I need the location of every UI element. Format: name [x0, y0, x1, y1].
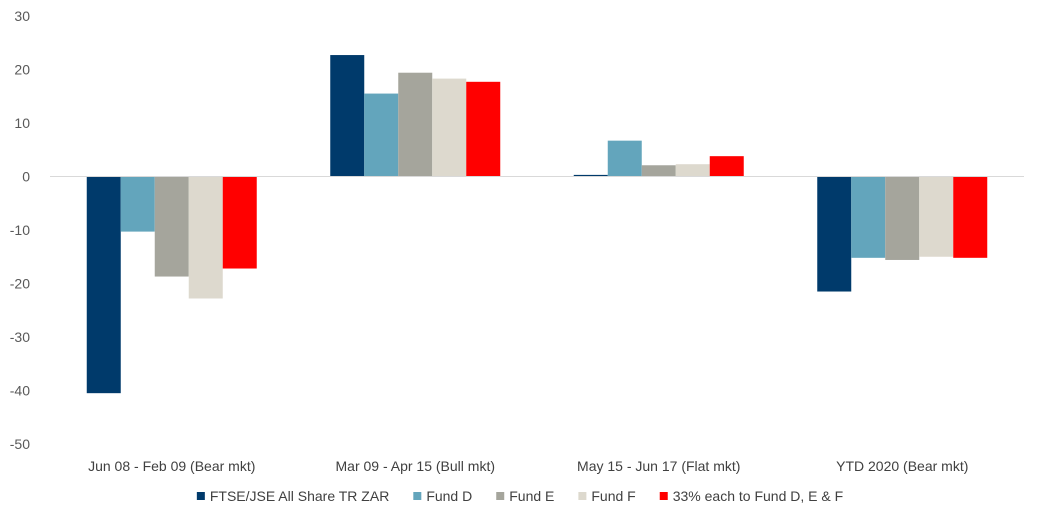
legend-label: Fund F [591, 488, 635, 504]
category-label: Mar 09 - Apr 15 (Bull mkt) [336, 458, 496, 474]
legend-swatch [578, 492, 587, 500]
bar [675, 164, 710, 177]
y-axis-ticks: 30 20 10 0 -10 -20 -30 -40 -50 [10, 8, 30, 452]
legend-label: FTSE/JSE All Share TR ZAR [210, 488, 389, 504]
bar [398, 72, 433, 177]
category-label: Jun 08 - Feb 09 (Bear mkt) [88, 458, 255, 474]
y-tick-label: -40 [10, 383, 30, 399]
y-tick-label: -10 [10, 222, 30, 238]
legend-swatch [413, 492, 422, 500]
legend-label: Fund E [509, 488, 554, 504]
bar [573, 174, 608, 177]
legend-item: 33% each to Fund D, E & F [659, 488, 843, 504]
y-tick-label: 0 [22, 169, 30, 185]
y-tick-label: 20 [14, 62, 30, 78]
bar [432, 78, 467, 177]
bar [709, 156, 744, 177]
bar [919, 176, 954, 257]
bar [222, 176, 257, 269]
legend-label: Fund D [426, 488, 472, 504]
bar [641, 165, 676, 177]
bar [851, 176, 886, 258]
category-labels: Jun 08 - Feb 09 (Bear mkt) Mar 09 - Apr … [88, 458, 968, 474]
bars-group [86, 55, 988, 394]
y-tick-label: -30 [10, 329, 30, 345]
y-tick-label: -20 [10, 276, 30, 292]
legend-swatch [196, 492, 205, 500]
bar [364, 93, 399, 177]
bar [953, 176, 988, 258]
bar [188, 176, 223, 299]
legend-item: Fund E [496, 488, 554, 504]
legend: FTSE/JSE All Share TR ZAR Fund D Fund E … [196, 488, 843, 504]
bar [466, 81, 501, 177]
legend-item: FTSE/JSE All Share TR ZAR [196, 488, 389, 504]
bar [154, 176, 189, 277]
bar [120, 176, 155, 232]
category-label: May 15 - Jun 17 (Flat mkt) [577, 458, 740, 474]
legend-label: 33% each to Fund D, E & F [673, 488, 843, 504]
bar [330, 55, 365, 177]
bar [885, 176, 920, 260]
y-tick-label: -50 [10, 436, 30, 452]
legend-swatch [496, 492, 505, 500]
legend-item: Fund D [413, 488, 472, 504]
bar [86, 176, 121, 394]
y-tick-label: 30 [14, 8, 30, 24]
legend-item: Fund F [578, 488, 636, 504]
category-label: YTD 2020 (Bear mkt) [836, 458, 968, 474]
bar [607, 140, 642, 177]
bar [817, 176, 852, 292]
y-tick-label: 10 [14, 115, 30, 131]
legend-swatch [659, 492, 668, 500]
